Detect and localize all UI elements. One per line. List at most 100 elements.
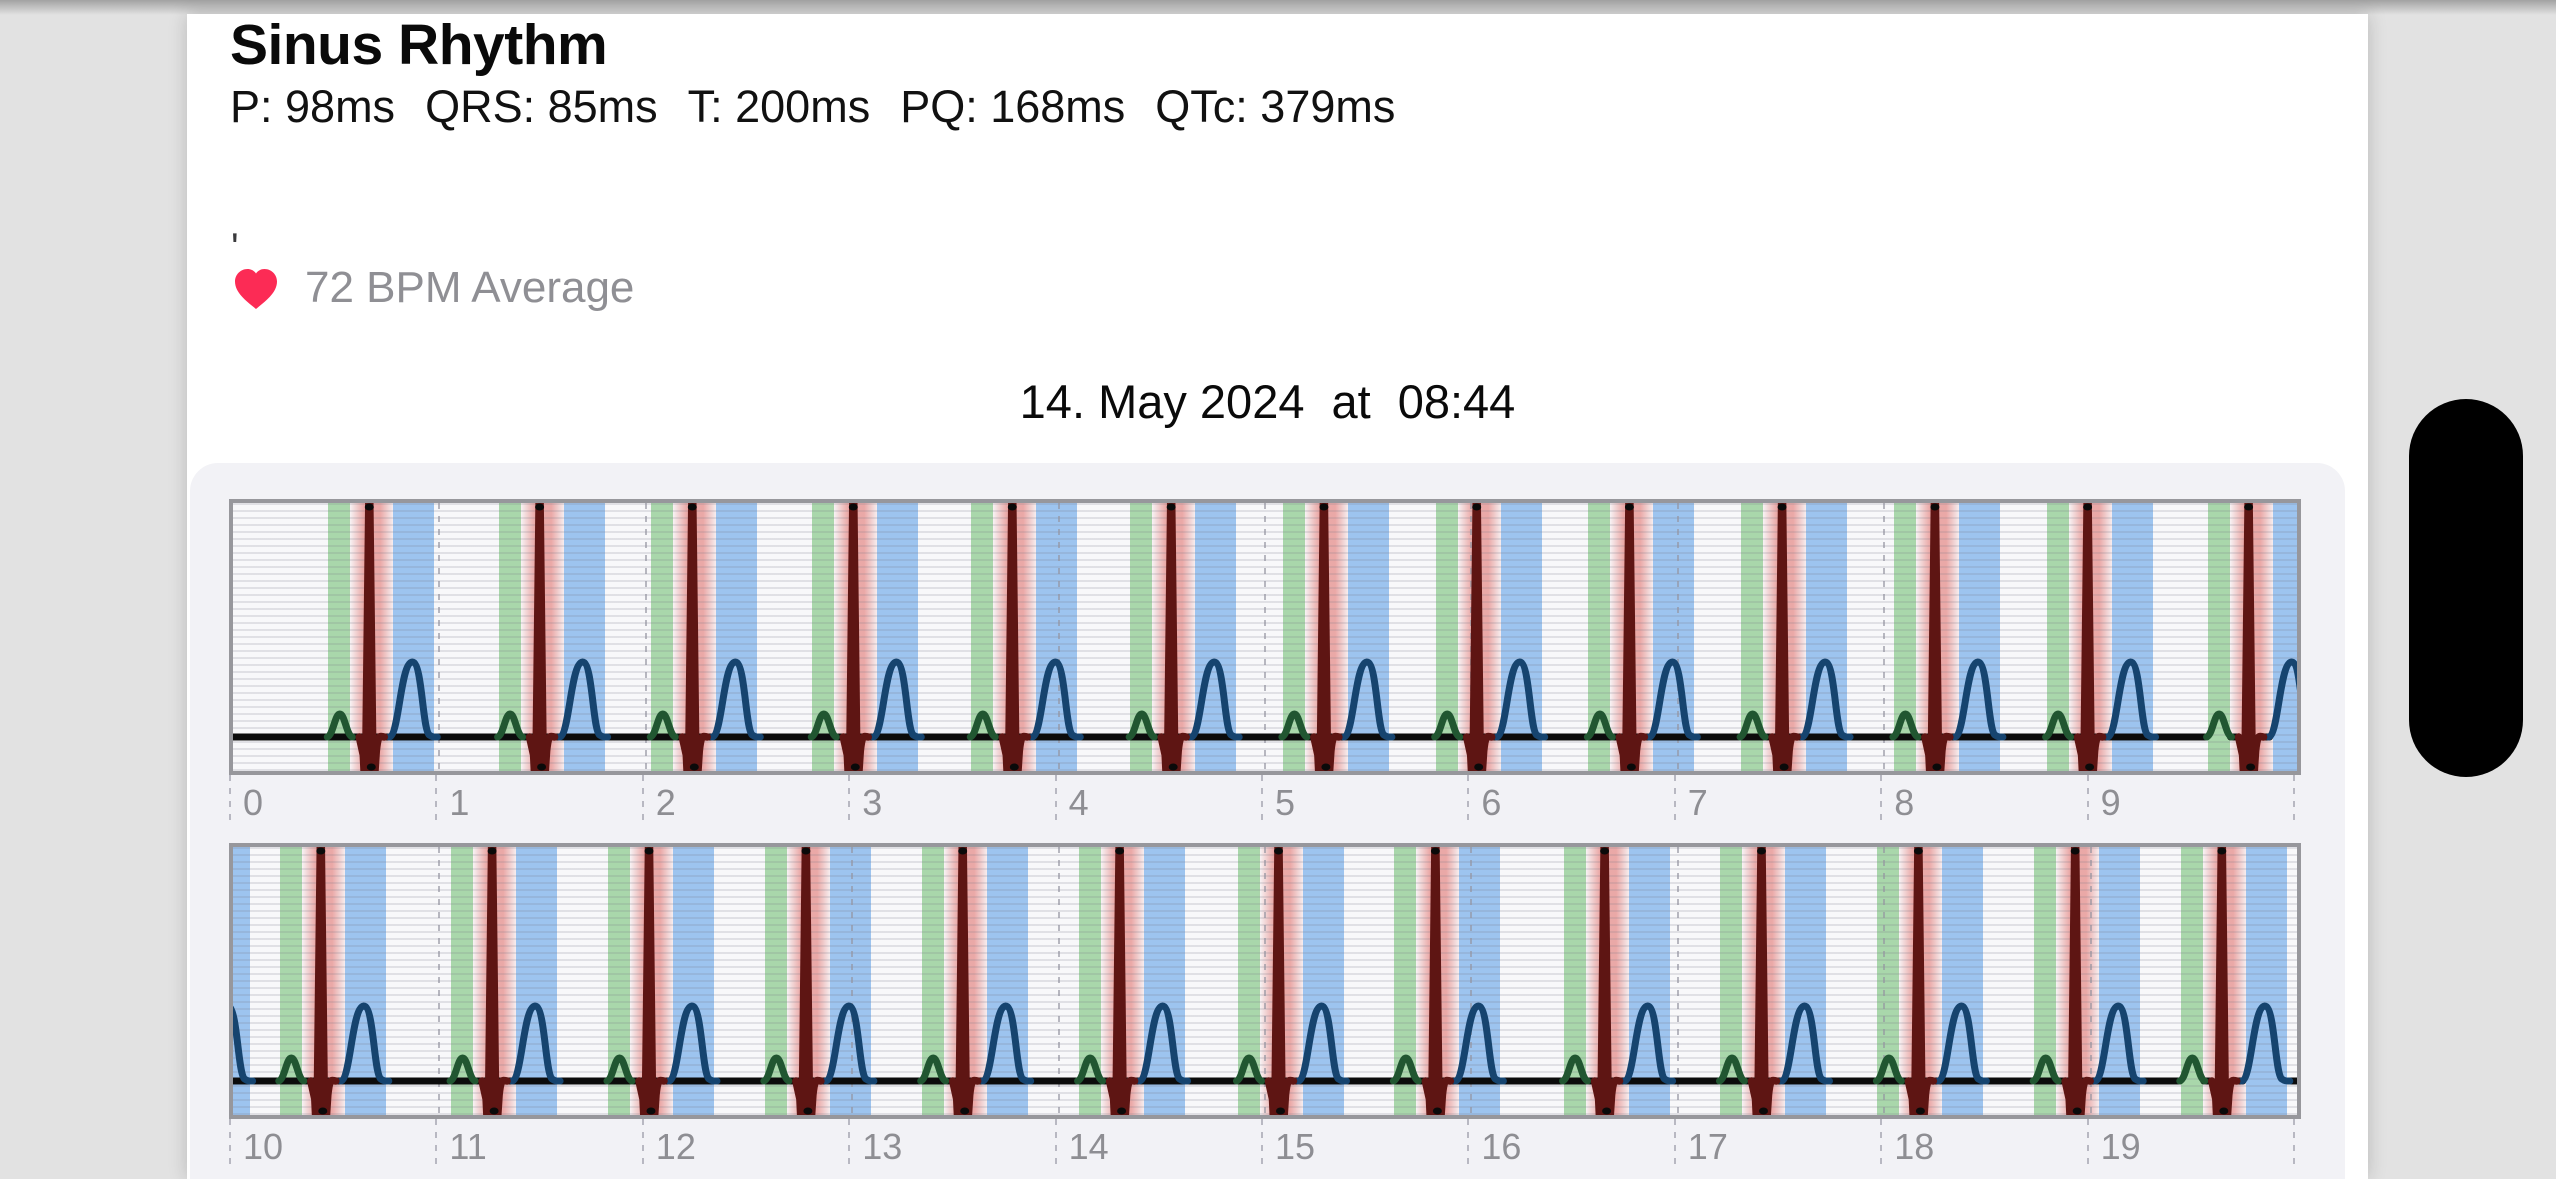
qrs-clip-marker (689, 763, 699, 771)
p-wave-band (1877, 847, 1900, 1115)
ecg-interval-measurements: P: 98ms QRS: 85ms T: 200ms PQ: 168ms QTc: 37… (230, 80, 1425, 134)
average-bpm-label: 72 BPM Average (305, 263, 635, 312)
second-gridline (1883, 503, 1886, 771)
p-wave-band (1741, 503, 1764, 771)
axis-tick-line (1261, 1119, 1263, 1167)
qrs-clip-marker (850, 763, 860, 771)
qrs-clip-marker (1115, 847, 1125, 855)
axis-tick-line (1054, 775, 1057, 823)
axis-tick-label: 3 (862, 782, 883, 823)
axis-tick-row-2: 10 11 12 13 14 15 16 17 18 19 (229, 1119, 2301, 1171)
qrs-clip-marker (1777, 503, 1787, 511)
axis-tick-label: 9 (2100, 782, 2121, 823)
p-wave-band (1237, 847, 1260, 1115)
axis-tick-line (1467, 775, 1470, 823)
qrs-clip-marker (1930, 503, 1940, 511)
qrs-clip-marker (1007, 503, 1017, 511)
qrs-clip-marker (1274, 847, 1283, 855)
p-wave-band (1394, 847, 1417, 1115)
waveform-segment (233, 1002, 2294, 1085)
qrs-clip-marker (1166, 503, 1176, 511)
datetime-connector: at (1331, 375, 1371, 428)
axis-tick-label: 7 (1687, 782, 1708, 823)
axis-tick-label: 8 (1894, 782, 1915, 823)
p-wave-band (1130, 503, 1153, 771)
qrs-clip-marker (1276, 1107, 1285, 1115)
second-gridline (1057, 503, 1060, 771)
ecg-waveform (233, 503, 2297, 771)
second-gridline (851, 847, 854, 1115)
p-wave-band (2207, 503, 2230, 771)
axis-tick-line (229, 775, 231, 823)
axis-tick-label: 5 (1275, 782, 1296, 823)
qrs-clip-marker (2083, 503, 2093, 511)
axis-tick-line (1467, 1119, 1470, 1167)
axis-tick-line (2293, 775, 2295, 823)
second-gridline (644, 503, 647, 771)
ecg-strip-row-2 (229, 843, 2301, 1119)
qrs-clip-marker (1472, 503, 1482, 511)
qrs-clip-marker (2219, 1107, 2229, 1115)
axis-tick-line (435, 1119, 438, 1167)
axis-tick-label: 0 (243, 782, 264, 823)
qrs-clip-marker (1626, 763, 1636, 771)
second-gridline (1057, 847, 1060, 1115)
qrs-clip-marker (487, 847, 497, 855)
qrs-clip-marker (1932, 763, 1942, 771)
waveform-segment (355, 503, 2268, 771)
ecg-detail-card[interactable]: Sinus Rhythm P: 98ms QRS: 85ms T: 200ms PQ:… (187, 14, 2368, 1179)
axis-tick-line (1673, 775, 1676, 823)
p-wave-band (2180, 847, 2203, 1115)
recording-date: 14. May 2024 (1019, 375, 1305, 428)
axis-tick-line (2293, 1119, 2295, 1167)
second-gridline (1676, 503, 1679, 771)
qrs-clip-marker (1913, 847, 1923, 855)
qrs-clip-marker (1602, 1107, 1612, 1115)
second-gridline (1264, 847, 1266, 1115)
qrs-clip-marker (1915, 1107, 1925, 1115)
qrs-clip-marker (2072, 1107, 2082, 1115)
qrs-clip-marker (535, 503, 545, 511)
axis-tick-line (229, 1119, 231, 1167)
interval-measurement: P: 98ms (230, 81, 396, 132)
qrs-clip-marker (1474, 763, 1484, 771)
classification-title: Sinus Rhythm (230, 14, 608, 77)
qrs-clip-marker (1757, 847, 1766, 855)
axis-tick-label: 19 (2100, 1126, 2141, 1167)
axis-tick-line (2086, 1119, 2089, 1167)
p-wave-band (921, 847, 944, 1115)
axis-tick-label: 16 (1481, 1126, 1522, 1167)
qrs-clip-marker (687, 503, 697, 511)
waveform-segment (307, 847, 2241, 1115)
axis-tick-line (1054, 1119, 1057, 1167)
p-wave-band (2046, 503, 2069, 771)
p-wave-band (451, 847, 474, 1115)
axis-tick-label: 1 (449, 782, 470, 823)
qrs-clip-marker (1321, 763, 1331, 771)
qrs-clip-marker (318, 1107, 328, 1115)
axis-tick-line (641, 775, 644, 823)
ecg-strip-row-1 (229, 499, 2301, 775)
second-gridline (1883, 847, 1886, 1115)
axis-tick-label: 6 (1481, 782, 1502, 823)
qrs-clip-marker (646, 1107, 656, 1115)
axis-tick-label: 18 (1894, 1126, 1935, 1167)
p-wave-band (1563, 847, 1586, 1115)
qrs-clip-marker (366, 763, 376, 771)
p-wave-band (1282, 503, 1305, 771)
p-wave-band (1078, 847, 1101, 1115)
qrs-clip-marker (2217, 847, 2227, 855)
axis-tick-label: 17 (1687, 1126, 1728, 1167)
p-wave-band (607, 847, 630, 1115)
p-wave-band (2034, 847, 2057, 1115)
qrs-clip-marker (848, 503, 858, 511)
qrs-clip-marker (960, 1107, 970, 1115)
qrs-clip-marker (537, 763, 547, 771)
second-gridline (1264, 503, 1266, 771)
qrs-clip-marker (801, 847, 811, 855)
p-wave-band (651, 503, 674, 771)
axis-tick-row-1: 0 1 2 3 4 5 6 7 8 9 (229, 775, 2301, 827)
qrs-clip-marker (364, 503, 374, 511)
p-wave-band (1720, 847, 1743, 1115)
axis-tick-line (1880, 775, 1883, 823)
